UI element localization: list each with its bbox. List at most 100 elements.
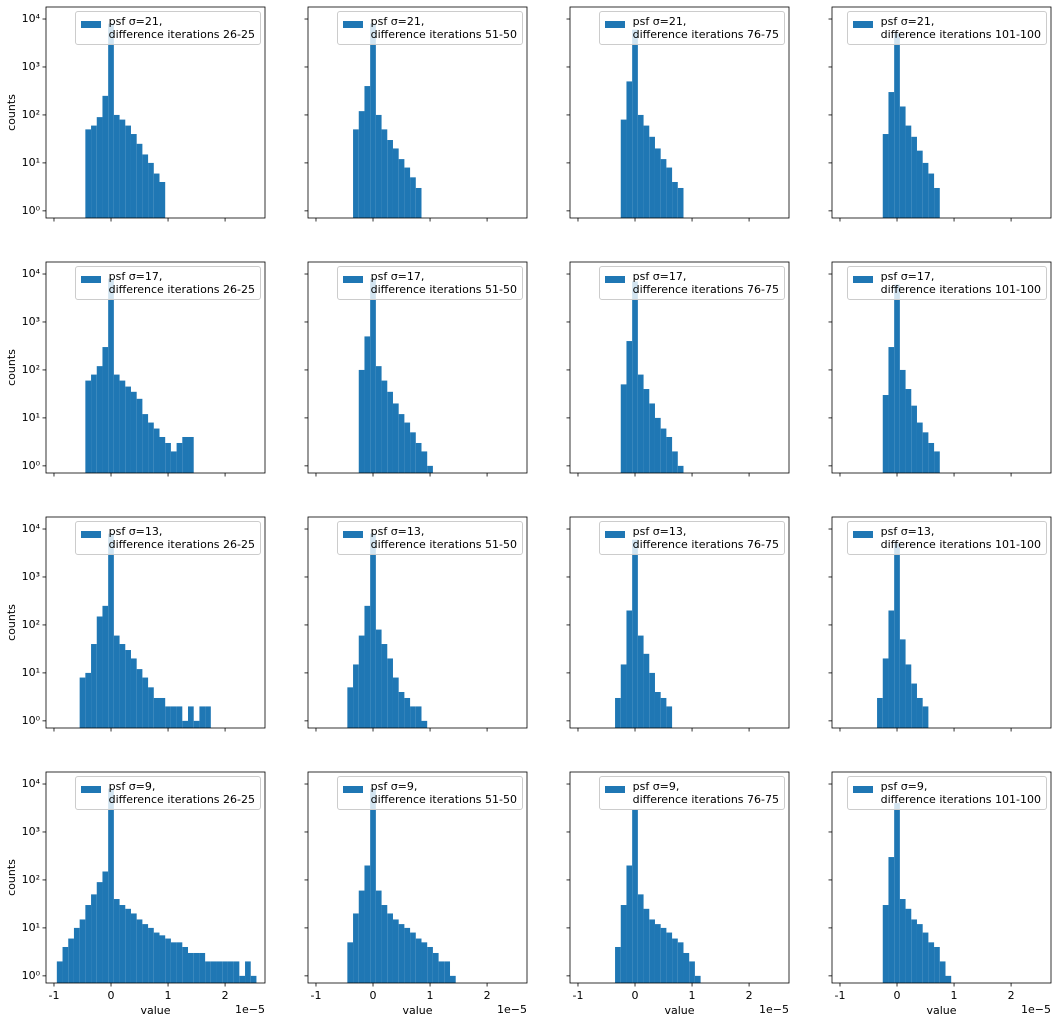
axes-frame <box>569 6 790 219</box>
y-tick-label: 10³ <box>22 315 40 328</box>
legend-patch <box>604 21 625 28</box>
bar <box>79 677 86 728</box>
bar <box>68 938 74 983</box>
bar <box>894 803 900 983</box>
bar <box>96 882 103 983</box>
y-axis-label: counts <box>5 94 18 131</box>
axes-frame <box>45 516 266 729</box>
bar <box>130 134 137 218</box>
legend: psf σ=13, difference iterations 76-75 <box>598 521 785 555</box>
bar <box>911 683 917 728</box>
bar <box>125 386 131 473</box>
bar <box>882 905 889 983</box>
bar <box>427 465 433 473</box>
axes-frame <box>569 516 790 729</box>
x-tick-label: -1 <box>49 989 60 1002</box>
bar <box>193 952 200 983</box>
legend-label: psf σ=13, difference iterations 51-50 <box>370 525 517 551</box>
bar <box>353 913 359 983</box>
bar <box>170 706 177 728</box>
bar <box>96 616 103 728</box>
legend-label: psf σ=21, difference iterations 26-25 <box>108 15 255 41</box>
x-offset-label: 1e−5 <box>497 1003 527 1016</box>
bar <box>888 610 895 728</box>
bar <box>387 140 393 218</box>
bar <box>888 347 895 473</box>
bar <box>660 697 667 728</box>
bar <box>159 697 166 728</box>
bar <box>672 451 678 473</box>
legend-label: psf σ=13, difference iterations 76-75 <box>632 525 779 551</box>
axes-frame <box>831 261 1052 474</box>
legend-patch <box>342 786 363 793</box>
bar <box>916 422 923 473</box>
bar <box>398 924 405 983</box>
y-tick-label: 10² <box>22 873 40 886</box>
x-axis-label: value <box>926 1004 956 1017</box>
legend: psf σ=21, difference iterations 101-100 <box>846 11 1047 45</box>
bar <box>421 720 428 728</box>
x-tick-label: -1 <box>573 989 584 1002</box>
bar <box>375 890 382 983</box>
bar <box>381 380 388 473</box>
bar <box>130 913 137 983</box>
x-offset-label: 1e−5 <box>1021 1003 1051 1016</box>
bar <box>392 148 399 218</box>
bar <box>347 687 354 728</box>
legend-label: psf σ=17, difference iterations 26-25 <box>108 270 255 296</box>
bar <box>364 336 371 473</box>
bar <box>148 422 154 473</box>
bar <box>905 664 912 728</box>
legend-patch <box>342 276 363 283</box>
y-tick-label: 10⁴ <box>22 267 41 280</box>
y-tick-label: 10² <box>22 618 40 631</box>
legend-patch <box>852 276 873 283</box>
bar <box>922 432 929 473</box>
x-tick-label: 1 <box>951 989 958 1002</box>
bar <box>387 391 393 473</box>
bar <box>660 428 667 473</box>
x-offset-label: 1e−5 <box>235 1003 265 1016</box>
bar <box>916 150 923 218</box>
bar <box>894 543 900 728</box>
bar <box>899 369 906 473</box>
axes-frame <box>45 771 266 984</box>
legend-patch <box>852 786 873 793</box>
bar <box>85 905 92 983</box>
bar <box>125 650 131 728</box>
y-tick-label: 10⁴ <box>22 522 41 535</box>
bar <box>136 669 143 728</box>
x-tick-label: 1 <box>165 989 172 1002</box>
bar <box>620 664 627 728</box>
bar <box>922 162 929 218</box>
legend: psf σ=9, difference iterations 51-50 <box>336 776 523 810</box>
bar <box>905 389 912 473</box>
legend: psf σ=17, difference iterations 51-50 <box>336 266 523 300</box>
bar <box>694 975 701 983</box>
bar <box>381 644 388 728</box>
bar <box>660 159 667 218</box>
bar <box>666 167 673 218</box>
bar <box>56 961 63 983</box>
bar <box>637 114 644 218</box>
bar <box>91 894 97 983</box>
bar <box>153 428 160 473</box>
bar <box>176 942 183 983</box>
bar <box>398 159 405 218</box>
bar <box>911 405 917 473</box>
axes-frame <box>831 6 1052 219</box>
legend: psf σ=21, difference iterations 76-75 <box>598 11 785 45</box>
bar <box>370 23 376 219</box>
legend-patch <box>80 786 101 793</box>
bar <box>427 946 433 983</box>
bar <box>358 890 365 983</box>
bar <box>415 187 422 218</box>
legend-label: psf σ=9, difference iterations 101-100 <box>880 780 1041 806</box>
bar <box>113 899 120 983</box>
bar <box>432 952 439 983</box>
bar <box>666 436 673 473</box>
bar <box>108 533 114 728</box>
bar <box>637 635 644 728</box>
